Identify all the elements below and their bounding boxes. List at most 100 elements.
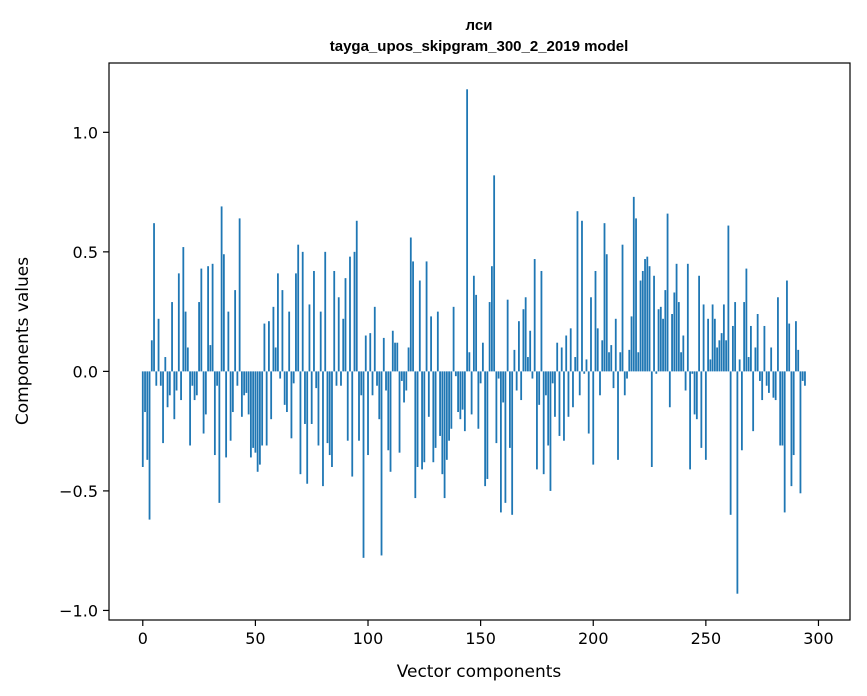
- bar-173: [531, 371, 534, 379]
- bar-197: [585, 359, 588, 372]
- bar-156: [493, 175, 496, 372]
- bar-233: [666, 213, 669, 372]
- bar-165: [513, 349, 516, 372]
- y-tick-label: −0.5: [59, 482, 98, 501]
- bar-44: [240, 371, 243, 417]
- bar-185: [558, 371, 561, 436]
- bar-188: [565, 335, 568, 372]
- bar-32: [213, 371, 216, 456]
- bar-118: [407, 347, 410, 372]
- bar-10: [164, 357, 167, 372]
- bar-287: [788, 323, 791, 372]
- bar-243: [689, 371, 691, 470]
- bar-47: [247, 371, 250, 415]
- bar-140: [457, 371, 459, 413]
- bar-211: [617, 371, 619, 460]
- bar-242: [686, 263, 689, 372]
- x-tick-label: 100: [353, 629, 384, 648]
- bar-179: [545, 371, 547, 396]
- bar-208: [610, 345, 613, 372]
- bar-39: [229, 371, 232, 441]
- bar-97: [360, 371, 363, 396]
- bar-209: [612, 371, 615, 389]
- bar-35: [220, 206, 223, 372]
- bar-184: [556, 342, 559, 372]
- bar-16: [177, 273, 180, 372]
- bar-114: [398, 371, 401, 453]
- bar-289: [792, 371, 795, 456]
- bar-190: [569, 328, 572, 372]
- bar-139: [454, 371, 457, 377]
- bar-70: [299, 371, 302, 475]
- bar-206: [605, 254, 608, 372]
- bar-147: [472, 275, 475, 372]
- bar-113: [396, 342, 399, 372]
- bar-251: [707, 318, 710, 372]
- bar-108: [385, 371, 387, 391]
- bar-154: [488, 302, 491, 372]
- bar-284: [781, 371, 784, 446]
- bar-54: [263, 323, 266, 372]
- bar-53: [261, 371, 264, 446]
- bar-18: [182, 247, 185, 372]
- bar-51: [256, 371, 259, 472]
- bar-94: [353, 251, 356, 372]
- bar-21: [189, 371, 191, 446]
- bar-276: [763, 325, 766, 372]
- bar-232: [664, 290, 667, 372]
- bar-105: [378, 371, 381, 420]
- bar-172: [529, 330, 532, 372]
- bar-103: [373, 306, 376, 372]
- bar-83: [328, 371, 331, 456]
- bar-262: [731, 325, 734, 372]
- bar-19: [184, 311, 187, 372]
- bar-40: [231, 371, 234, 413]
- bar-290: [795, 321, 797, 372]
- bar-119: [409, 237, 412, 372]
- bar-117: [405, 371, 408, 391]
- bar-127: [427, 371, 430, 417]
- bar-278: [768, 371, 770, 393]
- bar-257: [720, 333, 723, 372]
- bar-115: [400, 371, 403, 381]
- bar-245: [693, 371, 696, 415]
- bar-138: [452, 306, 455, 372]
- bar-267: [743, 302, 746, 372]
- bar-123: [418, 280, 421, 372]
- bar-101: [369, 333, 372, 372]
- bar-294: [804, 371, 806, 386]
- bar-80: [322, 371, 324, 487]
- bar-136: [448, 371, 450, 441]
- bar-55: [265, 371, 268, 446]
- bar-143: [463, 371, 466, 432]
- bar-120: [412, 261, 414, 372]
- bar-235: [671, 314, 673, 372]
- bar-64: [286, 371, 288, 413]
- bar-266: [740, 371, 743, 451]
- bar-133: [441, 371, 444, 475]
- bar-17: [180, 371, 182, 401]
- bar-221: [639, 280, 642, 372]
- x-axis-label: Vector components: [397, 662, 562, 682]
- bar-71: [301, 251, 304, 372]
- bar-59: [274, 347, 277, 372]
- bar-38: [227, 311, 230, 372]
- bar-42: [236, 371, 239, 386]
- bar-90: [344, 278, 347, 372]
- bar-256: [718, 340, 721, 372]
- bar-25: [198, 302, 200, 372]
- bar-128: [430, 316, 432, 372]
- bar-275: [761, 371, 764, 401]
- bar-93: [351, 371, 354, 477]
- x-tick-label: 0: [138, 629, 148, 648]
- bar-223: [644, 259, 646, 372]
- bar-273: [756, 314, 759, 372]
- bar-7: [157, 318, 160, 372]
- bar-166: [515, 371, 518, 391]
- bar-215: [626, 371, 628, 379]
- bar-281: [774, 371, 777, 401]
- y-axis-label: Components values: [13, 257, 33, 425]
- bar-63: [283, 371, 286, 405]
- bar-283: [779, 371, 782, 446]
